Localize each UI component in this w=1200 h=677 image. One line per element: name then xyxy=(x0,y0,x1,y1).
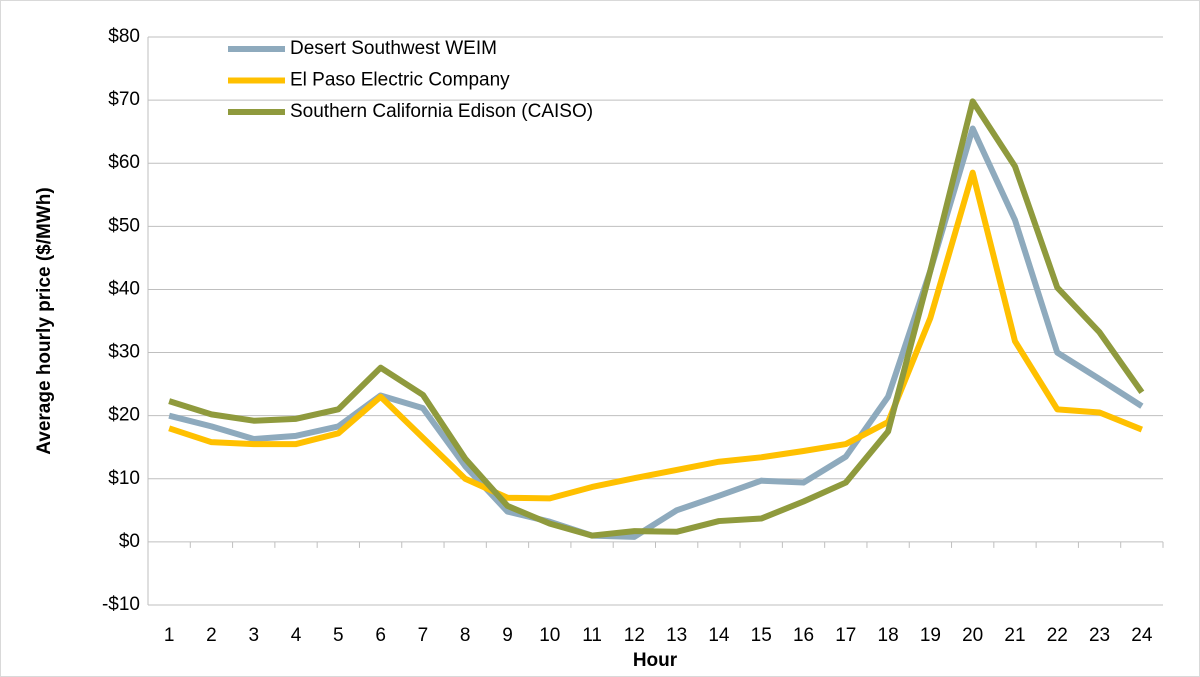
x-tick-label: 12 xyxy=(624,625,645,646)
x-tick-label: 11 xyxy=(582,625,602,646)
x-tick-label: 13 xyxy=(666,625,687,646)
legend-label: Southern California Edison (CAISO) xyxy=(290,101,593,122)
x-tick-label: 3 xyxy=(248,625,259,646)
x-tick-label: 8 xyxy=(460,625,471,646)
y-tick-label: $50 xyxy=(108,215,140,236)
x-tick-label: 1 xyxy=(164,625,175,646)
x-tick-label: 9 xyxy=(502,625,513,646)
legend-label: Desert Southwest WEIM xyxy=(290,38,497,59)
y-tick-label: -$10 xyxy=(102,594,140,615)
y-tick-label: $20 xyxy=(108,405,140,426)
y-tick-label: $30 xyxy=(108,342,140,363)
x-tick-label: 23 xyxy=(1089,625,1110,646)
x-tick-label: 10 xyxy=(539,625,560,646)
y-axis-label: Average hourly price ($/MWh) xyxy=(34,187,55,454)
x-tick-label: 17 xyxy=(835,625,856,646)
x-axis-label: Hour xyxy=(633,650,678,671)
x-tick-label: 24 xyxy=(1131,625,1153,646)
series-line xyxy=(168,98,1145,539)
x-tick-label: 5 xyxy=(333,625,344,646)
x-tick-label: 18 xyxy=(878,625,899,646)
x-tick-label: 19 xyxy=(920,625,941,646)
y-tick-label: $70 xyxy=(108,89,140,110)
y-tick-label: $60 xyxy=(108,152,140,173)
x-tick-label: 14 xyxy=(708,625,730,646)
y-tick-label: $40 xyxy=(108,278,140,299)
x-tick-label: 16 xyxy=(793,625,814,646)
x-tick-label: 22 xyxy=(1047,625,1068,646)
y-tick-label: $80 xyxy=(108,26,140,47)
series-line xyxy=(168,169,1143,502)
x-tick-label: 21 xyxy=(1004,625,1025,646)
x-tick-label: 2 xyxy=(206,625,217,646)
series-line xyxy=(168,125,1144,540)
x-tick-label: 4 xyxy=(291,625,302,646)
x-tick-label: 6 xyxy=(375,625,386,646)
y-tick-label: $10 xyxy=(108,468,140,489)
y-tick-label: $0 xyxy=(119,531,140,552)
x-tick-label: 15 xyxy=(751,625,772,646)
x-tick-label: 7 xyxy=(418,625,429,646)
legend-label: El Paso Electric Company xyxy=(290,70,510,91)
x-tick-label: 20 xyxy=(962,625,983,646)
